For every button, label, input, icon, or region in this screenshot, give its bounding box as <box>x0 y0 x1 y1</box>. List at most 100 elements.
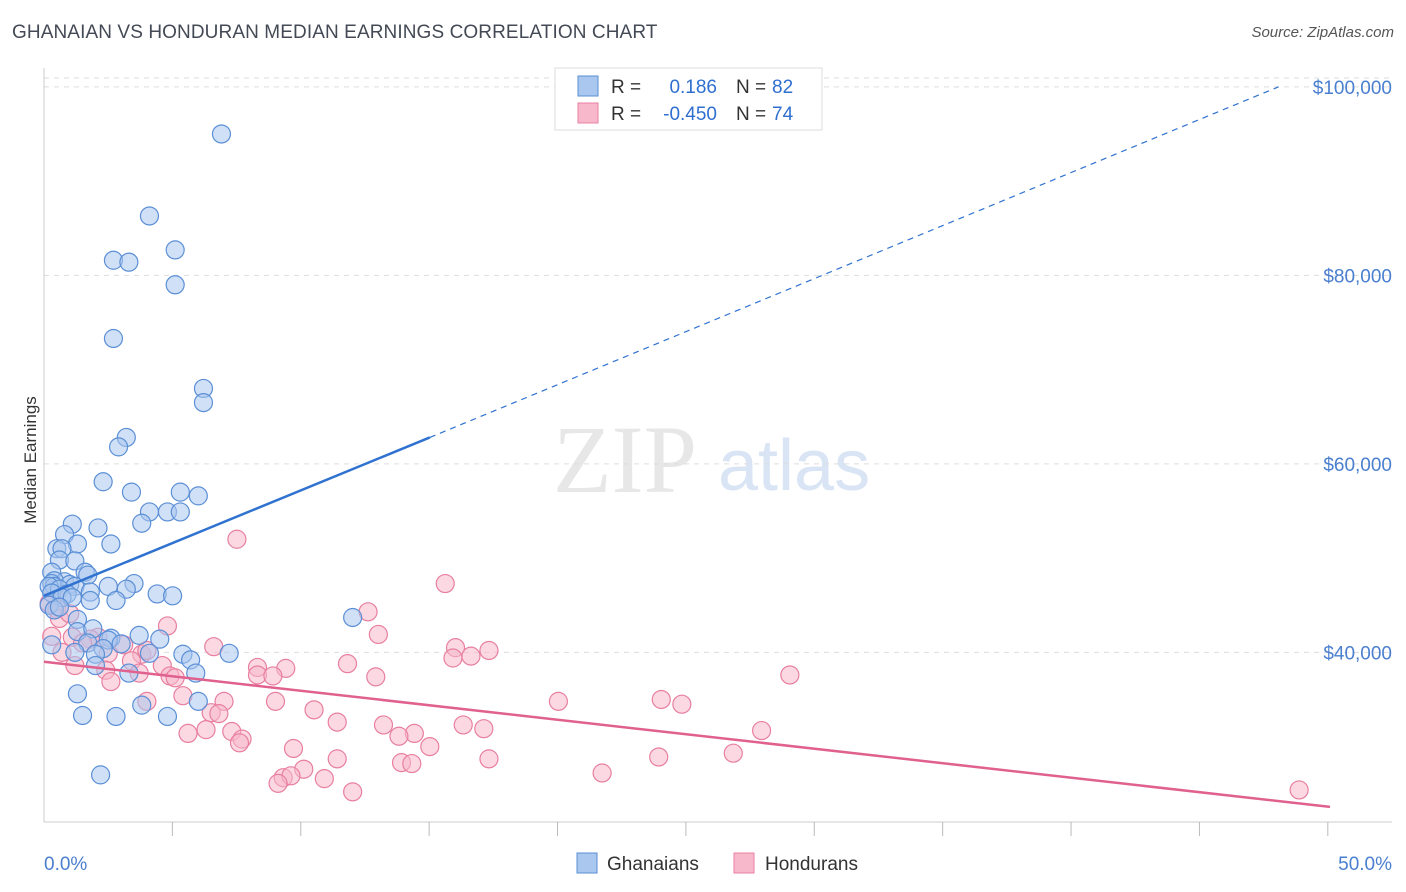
bottom-legend: Ghanaians Hondurans <box>576 852 858 875</box>
ghanaian-point <box>108 437 129 457</box>
ghanaian-point <box>111 634 131 654</box>
honduran-point <box>443 648 463 668</box>
ghanaian-point <box>103 328 124 349</box>
ghanaian-point <box>150 629 170 649</box>
ghanaian-point <box>93 472 113 492</box>
honduran-point <box>1289 780 1309 800</box>
ghanaian-point <box>129 625 149 645</box>
ghanaian-point <box>139 206 160 226</box>
chart-title: GHANAIAN VS HONDURAN MEDIAN EARNINGS COR… <box>12 22 658 43</box>
legend-n-value-hondurans: 74 <box>772 104 794 125</box>
ghanaian-trend-extension <box>429 86 1279 439</box>
honduran-point <box>373 715 394 735</box>
ghanaian-point <box>49 597 70 617</box>
honduran-point <box>283 738 304 759</box>
honduran-point <box>343 782 363 802</box>
ghanaian-point <box>211 124 232 144</box>
honduran-point <box>479 749 499 769</box>
honduran-point <box>751 720 772 741</box>
source-label: Source: ZipAtlas.com <box>1251 24 1394 41</box>
ghanaian-point <box>163 586 183 606</box>
honduran-point <box>327 712 347 732</box>
honduran-point <box>453 715 473 735</box>
correlation-legend: R = 0.186 N = 82 R = -0.450 N = 74 <box>554 67 823 131</box>
y-tick-labels: $40,000 $60,000 $80,000 $100,000 <box>1313 78 1392 664</box>
x-axis-ticks <box>171 822 1329 836</box>
ghanaian-point <box>72 705 93 726</box>
legend-swatch-ghanaians <box>577 75 599 97</box>
y-tick-label: $40,000 <box>1323 643 1392 664</box>
ghanaian-point <box>132 513 152 533</box>
legend-n-label-hondurans: N = <box>736 104 766 125</box>
ghanaian-point <box>219 643 239 663</box>
bottom-legend-swatch-ghanaians <box>576 852 598 874</box>
honduran-point <box>178 723 198 744</box>
honduran-point <box>101 671 121 692</box>
grid-lines <box>44 77 1392 653</box>
ghanaian-point <box>170 502 190 522</box>
bottom-legend-label-ghanaians: Ghanaians <box>607 854 699 875</box>
honduran-point <box>672 694 692 714</box>
honduran-point <box>229 733 250 753</box>
ghanaian-point <box>42 635 62 655</box>
scatter-points <box>39 124 1309 802</box>
ghanaian-point <box>188 691 208 711</box>
ghanaian-point <box>121 482 142 502</box>
ghanaian-trend-line <box>43 436 431 597</box>
bottom-legend-swatch-hondurans <box>733 852 755 874</box>
honduran-point <box>268 773 288 793</box>
y-tick-label: $60,000 <box>1323 455 1392 476</box>
honduran-point <box>649 747 669 767</box>
ghanaian-point <box>106 706 126 727</box>
legend-box <box>554 67 823 131</box>
honduran-point <box>265 691 286 711</box>
x-tick-label-min: 0.0% <box>44 854 87 875</box>
ghanaian-point <box>85 655 106 676</box>
ghanaian-point <box>193 392 214 413</box>
honduran-point <box>209 704 229 724</box>
honduran-point <box>548 691 569 711</box>
axes <box>43 68 1392 823</box>
ghanaian-point <box>65 642 85 662</box>
ghanaian-point <box>343 607 363 628</box>
ghanaian-point <box>165 240 185 260</box>
honduran-point <box>474 719 494 739</box>
legend-r-label-ghanaians: R = <box>611 77 641 98</box>
honduran-point <box>723 743 743 763</box>
honduran-point <box>227 529 247 549</box>
ghanaian-point <box>188 486 208 506</box>
honduran-point <box>389 726 409 746</box>
watermark-atlas: atlas <box>718 426 870 506</box>
honduran-point <box>196 720 216 740</box>
ghanaian-point <box>101 534 121 554</box>
honduran-point <box>314 769 334 789</box>
x-tick-label-max: 50.0% <box>1338 854 1392 875</box>
honduran-point <box>304 700 324 720</box>
honduran-trend-line <box>43 660 1331 809</box>
ghanaian-point <box>90 765 111 785</box>
honduran-point <box>263 666 283 686</box>
watermark-zip: ZIP <box>553 406 697 513</box>
honduran-point <box>420 736 440 757</box>
ghanaian-point <box>80 590 100 611</box>
honduran-point <box>435 573 455 594</box>
ghanaian-point <box>106 590 126 611</box>
legend-r-label-hondurans: R = <box>611 104 641 125</box>
legend-r-value-ghanaians: 0.186 <box>669 77 717 98</box>
trend-lines <box>43 86 1331 809</box>
honduran-point <box>780 665 800 685</box>
honduran-point <box>479 640 499 661</box>
y-tick-label: $100,000 <box>1313 78 1392 99</box>
ghanaian-point <box>119 252 139 272</box>
legend-r-value-hondurans: -0.450 <box>663 104 717 125</box>
honduran-point <box>366 667 386 687</box>
honduran-point <box>592 763 612 783</box>
legend-n-value-ghanaians: 82 <box>772 77 793 98</box>
ghanaian-point <box>88 518 108 538</box>
ghanaian-point <box>67 684 88 704</box>
bottom-legend-label-hondurans: Hondurans <box>765 854 858 875</box>
honduran-point <box>327 749 347 769</box>
legend-n-label-ghanaians: N = <box>736 77 766 98</box>
y-axis-label: Median Earnings <box>21 396 40 524</box>
